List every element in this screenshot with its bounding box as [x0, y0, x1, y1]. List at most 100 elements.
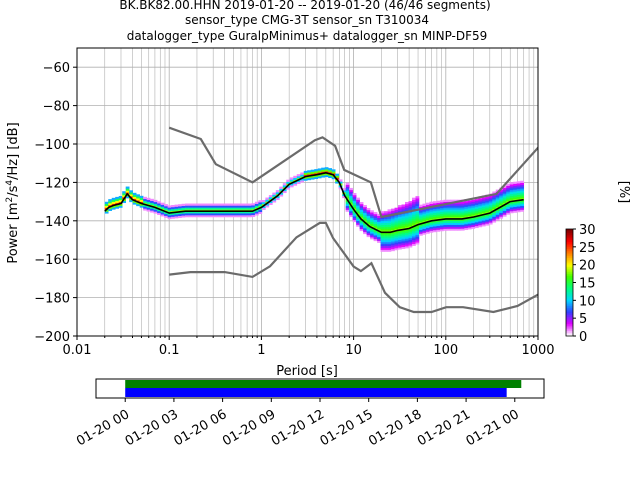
density-cell	[474, 218, 479, 221]
density-cell	[391, 247, 395, 250]
density-cell	[310, 175, 315, 178]
density-cell	[268, 195, 273, 198]
x-tick-label: 10	[345, 343, 362, 358]
density-cell	[453, 224, 458, 227]
density-cell	[460, 211, 465, 214]
density-cell	[303, 172, 308, 176]
density-cell	[370, 229, 374, 232]
density-cell	[485, 204, 490, 207]
density-cell	[387, 213, 392, 216]
density-cell	[324, 169, 329, 172]
density-cell	[457, 207, 462, 210]
density-cell	[450, 205, 455, 208]
density-cell	[178, 211, 182, 215]
density-cell	[160, 212, 165, 215]
density-cell	[446, 224, 451, 227]
density-cell	[160, 208, 165, 211]
density-cell	[356, 201, 360, 204]
density-cell	[509, 189, 514, 193]
density-cell	[408, 222, 413, 225]
density-cell	[212, 207, 217, 210]
density-cell	[335, 173, 339, 176]
density-cell	[411, 241, 416, 245]
coverage-data-bar	[125, 380, 522, 388]
density-cell	[265, 203, 270, 206]
density-cell	[478, 207, 483, 210]
density-cell	[408, 243, 413, 246]
colorbar-tick-label: 20	[579, 259, 596, 274]
density-cell	[415, 224, 420, 228]
density-cell	[418, 233, 423, 236]
density-cell	[488, 199, 493, 202]
colorbar-segment	[566, 289, 573, 292]
density-cell	[415, 201, 420, 205]
density-cell	[509, 193, 514, 196]
density-cell	[247, 203, 252, 206]
density-cell	[377, 225, 381, 228]
density-cell	[363, 224, 367, 227]
density-cell	[240, 205, 245, 208]
density-cell	[481, 218, 486, 221]
density-cell	[139, 195, 144, 199]
density-cell	[167, 213, 172, 216]
x-axis-label: Period [s]	[276, 364, 338, 379]
density-cell	[453, 215, 458, 218]
density-cell	[104, 201, 109, 204]
density-cell	[363, 208, 367, 212]
density-cell	[380, 216, 385, 220]
density-cell	[415, 232, 420, 235]
density-cell	[384, 211, 388, 214]
density-cell	[171, 216, 175, 219]
density-cell	[373, 223, 378, 226]
density-cell	[401, 214, 406, 217]
density-cell	[492, 197, 497, 200]
density-cell	[384, 236, 388, 239]
colorbar-segment	[566, 266, 573, 269]
density-cell	[143, 198, 147, 201]
density-cell	[212, 213, 217, 216]
coverage-tick-label: 01-20 06	[171, 407, 229, 449]
density-cell	[181, 207, 186, 210]
density-cell	[401, 217, 406, 221]
density-cell	[377, 240, 381, 243]
density-cell	[516, 194, 521, 197]
density-cell	[373, 217, 378, 221]
density-cell	[160, 210, 165, 213]
density-cell	[481, 203, 486, 206]
density-cell	[150, 210, 154, 213]
density-cell	[331, 169, 336, 172]
density-cell	[349, 212, 353, 216]
density-cell	[457, 211, 462, 214]
density-cell	[474, 198, 479, 202]
density-cell	[349, 199, 353, 202]
density-cell	[520, 203, 525, 206]
density-cell	[265, 205, 270, 208]
density-cell	[136, 200, 140, 203]
density-cell	[509, 201, 514, 204]
density-cell	[422, 213, 427, 216]
density-cell	[450, 211, 455, 214]
density-cell	[446, 213, 451, 216]
density-cell	[188, 215, 193, 218]
density-cell	[436, 206, 441, 209]
density-cell	[146, 201, 151, 204]
density-cell	[202, 215, 207, 218]
density-cell	[195, 203, 200, 206]
density-cell	[439, 219, 444, 222]
density-cell	[331, 177, 336, 180]
density-cell	[192, 211, 196, 214]
density-cell	[366, 219, 371, 222]
density-cell	[398, 216, 402, 219]
density-cell	[331, 171, 336, 174]
density-cell	[202, 209, 207, 212]
x-tick-label: 1000	[521, 343, 554, 358]
density-cell	[411, 214, 416, 218]
density-cell	[185, 205, 189, 208]
density-cell	[432, 216, 437, 219]
density-cell	[443, 211, 448, 214]
density-cell	[439, 211, 444, 214]
density-cell	[429, 207, 434, 210]
density-cell	[513, 189, 518, 192]
density-cell	[359, 203, 364, 207]
density-cell	[356, 216, 360, 220]
